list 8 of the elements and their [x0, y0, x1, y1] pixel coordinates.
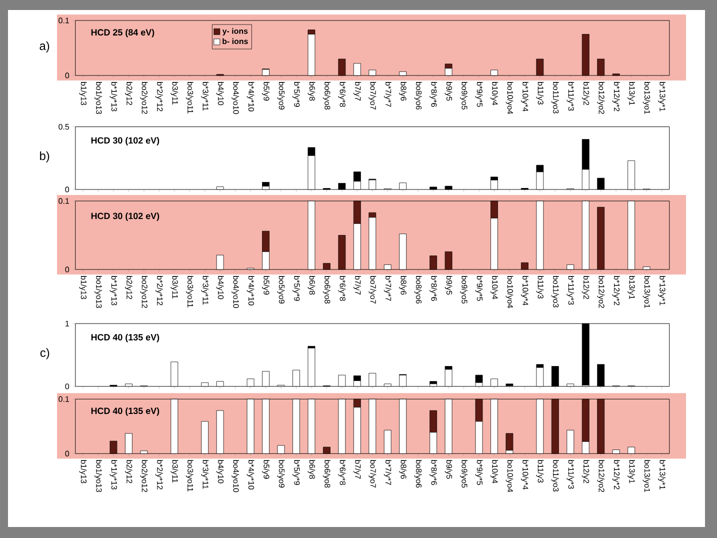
- text: HCD 30 (102 eV): [91, 137, 160, 146]
- text: HCD 25 (84 eV): [91, 28, 154, 38]
- text: HCD 30 (102 eV): [91, 212, 160, 221]
- text: a): [40, 41, 50, 52]
- text: c): [40, 348, 50, 360]
- text: HCD 40 (135 eV): [91, 334, 160, 342]
- text: HCD 40 (135 eV): [91, 407, 160, 416]
- text: b): [40, 151, 50, 162]
